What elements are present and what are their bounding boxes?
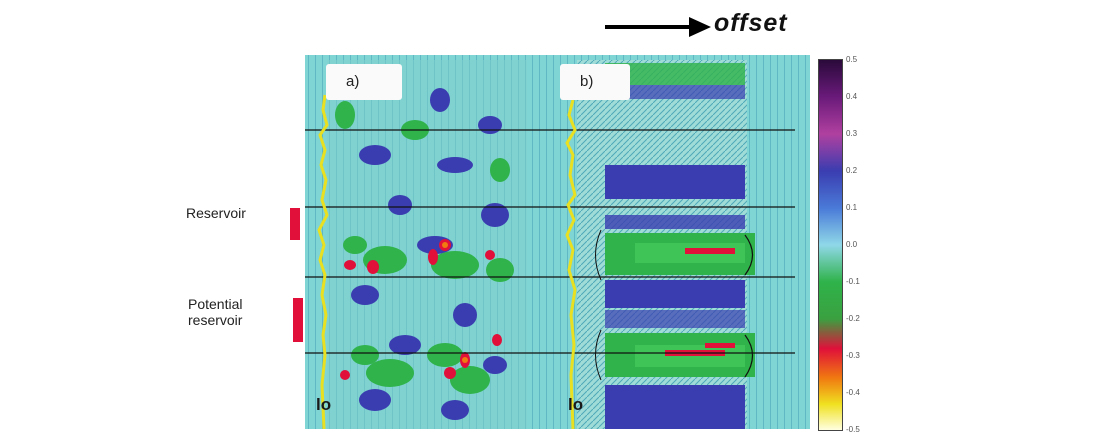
- colorbar-tick-label: -0.3: [846, 351, 860, 360]
- reservoir-marker: [290, 208, 300, 240]
- offset-label: offset: [714, 9, 788, 37]
- colorbar-tick-label: 0.0: [846, 240, 858, 249]
- panel-b-well-label: lo: [568, 395, 584, 414]
- potential-reservoir-line1: Potential: [188, 296, 243, 312]
- colorbar-tick-label: -0.5: [846, 425, 860, 434]
- panel-b-label: b): [560, 64, 630, 100]
- colorbar-tick-label: 0.2: [846, 166, 858, 175]
- colorbar-tick-label: 0.3: [846, 129, 858, 138]
- potential-reservoir-marker: [293, 298, 303, 342]
- potential-reservoir-label: Potential reservoir: [188, 296, 242, 328]
- panel-a-seismic: [327, 60, 527, 429]
- panel-b-seismic: [577, 60, 755, 429]
- well-log-b: [565, 99, 577, 429]
- colorbar-tick-label: 0.4: [846, 92, 858, 101]
- panel-a-label: a): [326, 64, 402, 100]
- colorbar-tick-label: -0.2: [846, 314, 860, 323]
- horizon-lines: [305, 129, 795, 354]
- potential-reservoir-line2: reservoir: [188, 312, 243, 328]
- colorbar-tick-label: -0.1: [846, 277, 860, 286]
- well-log-a: [317, 94, 329, 429]
- offset-arrow-icon: [605, 17, 711, 37]
- colorbar-tick-label: 0.5: [846, 55, 858, 64]
- colorbar-tick-label: 0.1: [846, 203, 858, 212]
- colorbar: [818, 59, 843, 431]
- panel-a-well-label: lo: [316, 395, 332, 414]
- seismic-panels: [305, 55, 810, 429]
- colorbar-tick-label: -0.4: [846, 388, 860, 397]
- reservoir-label: Reservoir: [186, 205, 246, 221]
